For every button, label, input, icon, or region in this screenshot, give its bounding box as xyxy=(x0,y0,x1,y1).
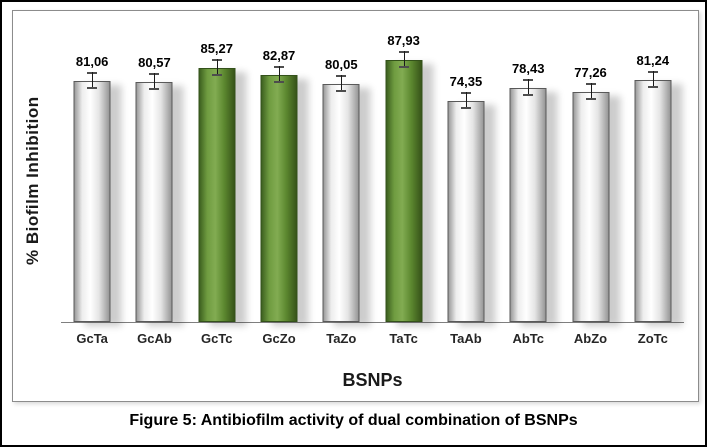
bar-value-label: 81,24 xyxy=(636,53,670,68)
bar-value-label: 80,05 xyxy=(325,56,358,72)
category-label: GcTa xyxy=(76,331,108,346)
bar-slot: 80,57 GcAb xyxy=(123,39,185,346)
error-bar xyxy=(522,79,534,97)
error-bar xyxy=(647,71,659,88)
bar xyxy=(385,60,423,322)
bar-value-label: 77,26 xyxy=(574,64,607,80)
category-label: GcTc xyxy=(200,331,233,346)
bar xyxy=(572,91,610,322)
category-label: TaZo xyxy=(326,331,357,346)
error-bar xyxy=(86,71,98,89)
plot-area: 81,06 GcTa 80,57 GcAb 85,27 GcTc 82,87 GcZo 80,0… xyxy=(61,33,684,346)
error-bar xyxy=(273,66,285,84)
error-bar xyxy=(585,82,597,100)
bar-value-label: 85,27 xyxy=(200,41,234,56)
category-label: AbTc xyxy=(512,331,544,346)
figure-caption: Figure 5: Antibiofilm activity of dual c… xyxy=(129,412,578,429)
bar-slot: 85,27 GcTc xyxy=(186,39,248,346)
bar-slot: 80,05 TaZo xyxy=(310,39,372,346)
bar-slot: 81,06 GcTa xyxy=(61,39,123,346)
bar-slot: 78,43 AbTc xyxy=(497,39,559,346)
error-bar xyxy=(335,74,347,92)
error-bar xyxy=(460,91,472,109)
bar-slot: 81,24 ZoTc xyxy=(622,39,684,346)
bar xyxy=(634,80,672,322)
error-bar xyxy=(148,73,160,90)
bar xyxy=(198,68,236,322)
error-bar xyxy=(211,59,223,76)
bar xyxy=(509,88,547,322)
bar-slot: 77,26 AbZo xyxy=(559,39,621,346)
category-label: ZoTc xyxy=(637,331,668,346)
category-label: AbZo xyxy=(573,331,608,346)
category-label: GcAb xyxy=(137,331,172,346)
chart-area: % Biofilm Inhibition 81,06 GcTa 80,57 GcAb 8… xyxy=(12,10,699,402)
bar-value-label: 74,35 xyxy=(449,73,483,89)
error-bar xyxy=(398,51,410,69)
bar xyxy=(73,80,111,322)
y-axis-title: % Biofilm Inhibition xyxy=(23,96,42,266)
bar xyxy=(322,83,360,322)
x-axis-title: BSNPs xyxy=(342,370,403,390)
bar-slot: 82,87 GcZo xyxy=(248,39,310,346)
bar-value-label: 81,06 xyxy=(75,53,109,69)
bar-value-label: 78,43 xyxy=(511,61,545,77)
bar-slot: 74,35 TaAb xyxy=(435,39,497,346)
bar xyxy=(260,75,298,322)
bar-slot: 87,93 TaTc xyxy=(372,33,434,346)
category-label: TaAb xyxy=(450,331,482,346)
category-label: GcZo xyxy=(262,331,296,346)
bar-value-label: 80,57 xyxy=(138,55,171,70)
bar xyxy=(135,82,173,322)
category-label: TaTc xyxy=(389,331,418,346)
bar-value-label: 82,87 xyxy=(262,48,296,64)
bar xyxy=(447,100,485,322)
bar-value-label: 87,93 xyxy=(387,33,420,49)
